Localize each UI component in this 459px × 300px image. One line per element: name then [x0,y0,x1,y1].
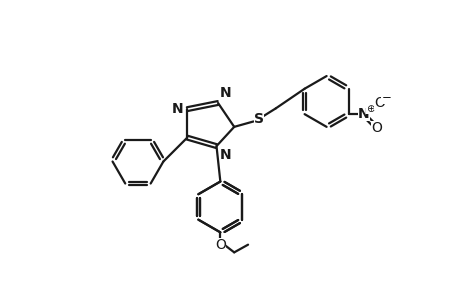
Text: N: N [219,148,231,162]
Text: −: − [381,91,391,104]
Text: ⊕: ⊕ [365,104,374,114]
Text: N: N [358,107,369,121]
Text: N: N [219,86,231,100]
Text: S: S [253,112,263,126]
Text: O: O [370,121,381,135]
Text: N: N [171,102,183,116]
Text: O: O [214,238,225,252]
Text: O: O [373,96,384,110]
